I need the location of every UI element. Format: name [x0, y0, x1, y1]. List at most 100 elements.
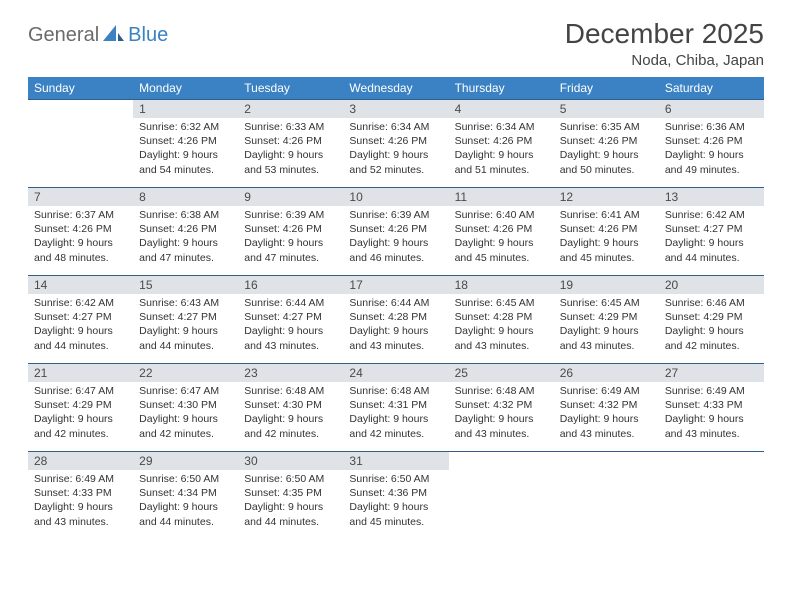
calendar-cell: [449, 451, 554, 539]
calendar-cell: 24Sunrise: 6:48 AMSunset: 4:31 PMDayligh…: [343, 363, 448, 451]
calendar-cell: 2Sunrise: 6:33 AMSunset: 4:26 PMDaylight…: [238, 99, 343, 187]
sunset-text: Sunset: 4:33 PM: [34, 486, 127, 500]
sunset-text: Sunset: 4:33 PM: [665, 398, 758, 412]
day-number: 10: [343, 188, 448, 206]
day-number: 5: [554, 100, 659, 118]
sunset-text: Sunset: 4:30 PM: [139, 398, 232, 412]
day-number: 12: [554, 188, 659, 206]
day-number: 15: [133, 276, 238, 294]
sunset-text: Sunset: 4:27 PM: [139, 310, 232, 324]
brand-logo: General Blue: [28, 24, 168, 47]
daylight-text: Daylight: 9 hours and 47 minutes.: [244, 236, 337, 264]
day-details: Sunrise: 6:49 AMSunset: 4:33 PMDaylight:…: [28, 470, 133, 533]
daylight-text: Daylight: 9 hours and 42 minutes.: [139, 412, 232, 440]
sunset-text: Sunset: 4:26 PM: [560, 222, 653, 236]
day-details: Sunrise: 6:48 AMSunset: 4:32 PMDaylight:…: [449, 382, 554, 445]
sunset-text: Sunset: 4:27 PM: [665, 222, 758, 236]
sunset-text: Sunset: 4:30 PM: [244, 398, 337, 412]
day-details: Sunrise: 6:34 AMSunset: 4:26 PMDaylight:…: [343, 118, 448, 181]
sunrise-text: Sunrise: 6:41 AM: [560, 208, 653, 222]
sunset-text: Sunset: 4:29 PM: [665, 310, 758, 324]
day-details: Sunrise: 6:35 AMSunset: 4:26 PMDaylight:…: [554, 118, 659, 181]
daylight-text: Daylight: 9 hours and 43 minutes.: [349, 324, 442, 352]
sunrise-text: Sunrise: 6:42 AM: [665, 208, 758, 222]
day-number: 22: [133, 364, 238, 382]
sunset-text: Sunset: 4:32 PM: [560, 398, 653, 412]
day-details: Sunrise: 6:50 AMSunset: 4:35 PMDaylight:…: [238, 470, 343, 533]
sunrise-text: Sunrise: 6:48 AM: [455, 384, 548, 398]
calendar-cell: 21Sunrise: 6:47 AMSunset: 4:29 PMDayligh…: [28, 363, 133, 451]
calendar-table: Sunday Monday Tuesday Wednesday Thursday…: [28, 77, 764, 539]
day-number: 17: [343, 276, 448, 294]
sunrise-text: Sunrise: 6:46 AM: [665, 296, 758, 310]
calendar-week-row: 28Sunrise: 6:49 AMSunset: 4:33 PMDayligh…: [28, 451, 764, 539]
day-details: Sunrise: 6:40 AMSunset: 4:26 PMDaylight:…: [449, 206, 554, 269]
calendar-cell: [659, 451, 764, 539]
daylight-text: Daylight: 9 hours and 43 minutes.: [560, 324, 653, 352]
sunset-text: Sunset: 4:31 PM: [349, 398, 442, 412]
daylight-text: Daylight: 9 hours and 52 minutes.: [349, 148, 442, 176]
day-number: 9: [238, 188, 343, 206]
calendar-cell: 27Sunrise: 6:49 AMSunset: 4:33 PMDayligh…: [659, 363, 764, 451]
sunset-text: Sunset: 4:26 PM: [349, 222, 442, 236]
calendar-week-row: 7Sunrise: 6:37 AMSunset: 4:26 PMDaylight…: [28, 187, 764, 275]
sunrise-text: Sunrise: 6:40 AM: [455, 208, 548, 222]
sunrise-text: Sunrise: 6:48 AM: [244, 384, 337, 398]
day-details: Sunrise: 6:43 AMSunset: 4:27 PMDaylight:…: [133, 294, 238, 357]
calendar-cell: 19Sunrise: 6:45 AMSunset: 4:29 PMDayligh…: [554, 275, 659, 363]
day-number: 31: [343, 452, 448, 470]
calendar-cell: 28Sunrise: 6:49 AMSunset: 4:33 PMDayligh…: [28, 451, 133, 539]
day-number: 11: [449, 188, 554, 206]
day-number: 28: [28, 452, 133, 470]
day-details: Sunrise: 6:50 AMSunset: 4:36 PMDaylight:…: [343, 470, 448, 533]
daylight-text: Daylight: 9 hours and 42 minutes.: [349, 412, 442, 440]
day-number: 20: [659, 276, 764, 294]
weekday-header: Friday: [554, 77, 659, 99]
day-details: Sunrise: 6:49 AMSunset: 4:33 PMDaylight:…: [659, 382, 764, 445]
day-number: 18: [449, 276, 554, 294]
day-details: Sunrise: 6:48 AMSunset: 4:30 PMDaylight:…: [238, 382, 343, 445]
daylight-text: Daylight: 9 hours and 46 minutes.: [349, 236, 442, 264]
sunrise-text: Sunrise: 6:35 AM: [560, 120, 653, 134]
day-number: 13: [659, 188, 764, 206]
daylight-text: Daylight: 9 hours and 53 minutes.: [244, 148, 337, 176]
sunrise-text: Sunrise: 6:47 AM: [139, 384, 232, 398]
sunrise-text: Sunrise: 6:43 AM: [139, 296, 232, 310]
daylight-text: Daylight: 9 hours and 43 minutes.: [560, 412, 653, 440]
day-number: 2: [238, 100, 343, 118]
daylight-text: Daylight: 9 hours and 47 minutes.: [139, 236, 232, 264]
daylight-text: Daylight: 9 hours and 43 minutes.: [665, 412, 758, 440]
calendar-week-row: 21Sunrise: 6:47 AMSunset: 4:29 PMDayligh…: [28, 363, 764, 451]
sunrise-text: Sunrise: 6:37 AM: [34, 208, 127, 222]
sunset-text: Sunset: 4:35 PM: [244, 486, 337, 500]
sunset-text: Sunset: 4:26 PM: [244, 134, 337, 148]
calendar-cell: 14Sunrise: 6:42 AMSunset: 4:27 PMDayligh…: [28, 275, 133, 363]
day-details: Sunrise: 6:39 AMSunset: 4:26 PMDaylight:…: [343, 206, 448, 269]
day-details: Sunrise: 6:48 AMSunset: 4:31 PMDaylight:…: [343, 382, 448, 445]
sunset-text: Sunset: 4:34 PM: [139, 486, 232, 500]
sunrise-text: Sunrise: 6:42 AM: [34, 296, 127, 310]
calendar-cell: 4Sunrise: 6:34 AMSunset: 4:26 PMDaylight…: [449, 99, 554, 187]
sunrise-text: Sunrise: 6:45 AM: [560, 296, 653, 310]
sunrise-text: Sunrise: 6:50 AM: [244, 472, 337, 486]
daylight-text: Daylight: 9 hours and 42 minutes.: [244, 412, 337, 440]
sunset-text: Sunset: 4:32 PM: [455, 398, 548, 412]
day-details: Sunrise: 6:45 AMSunset: 4:29 PMDaylight:…: [554, 294, 659, 357]
sunrise-text: Sunrise: 6:44 AM: [244, 296, 337, 310]
daylight-text: Daylight: 9 hours and 44 minutes.: [665, 236, 758, 264]
location-text: Noda, Chiba, Japan: [565, 52, 764, 69]
calendar-cell: 7Sunrise: 6:37 AMSunset: 4:26 PMDaylight…: [28, 187, 133, 275]
day-details: Sunrise: 6:45 AMSunset: 4:28 PMDaylight:…: [449, 294, 554, 357]
sunrise-text: Sunrise: 6:50 AM: [349, 472, 442, 486]
title-block: December 2025 Noda, Chiba, Japan: [565, 18, 764, 69]
sunset-text: Sunset: 4:28 PM: [455, 310, 548, 324]
day-number: 25: [449, 364, 554, 382]
sunset-text: Sunset: 4:26 PM: [139, 222, 232, 236]
calendar-cell: 29Sunrise: 6:50 AMSunset: 4:34 PMDayligh…: [133, 451, 238, 539]
sunset-text: Sunset: 4:27 PM: [34, 310, 127, 324]
calendar-cell: 17Sunrise: 6:44 AMSunset: 4:28 PMDayligh…: [343, 275, 448, 363]
day-number: 8: [133, 188, 238, 206]
calendar-cell: 25Sunrise: 6:48 AMSunset: 4:32 PMDayligh…: [449, 363, 554, 451]
calendar-cell: [554, 451, 659, 539]
header: General Blue December 2025 Noda, Chiba, …: [28, 18, 764, 69]
